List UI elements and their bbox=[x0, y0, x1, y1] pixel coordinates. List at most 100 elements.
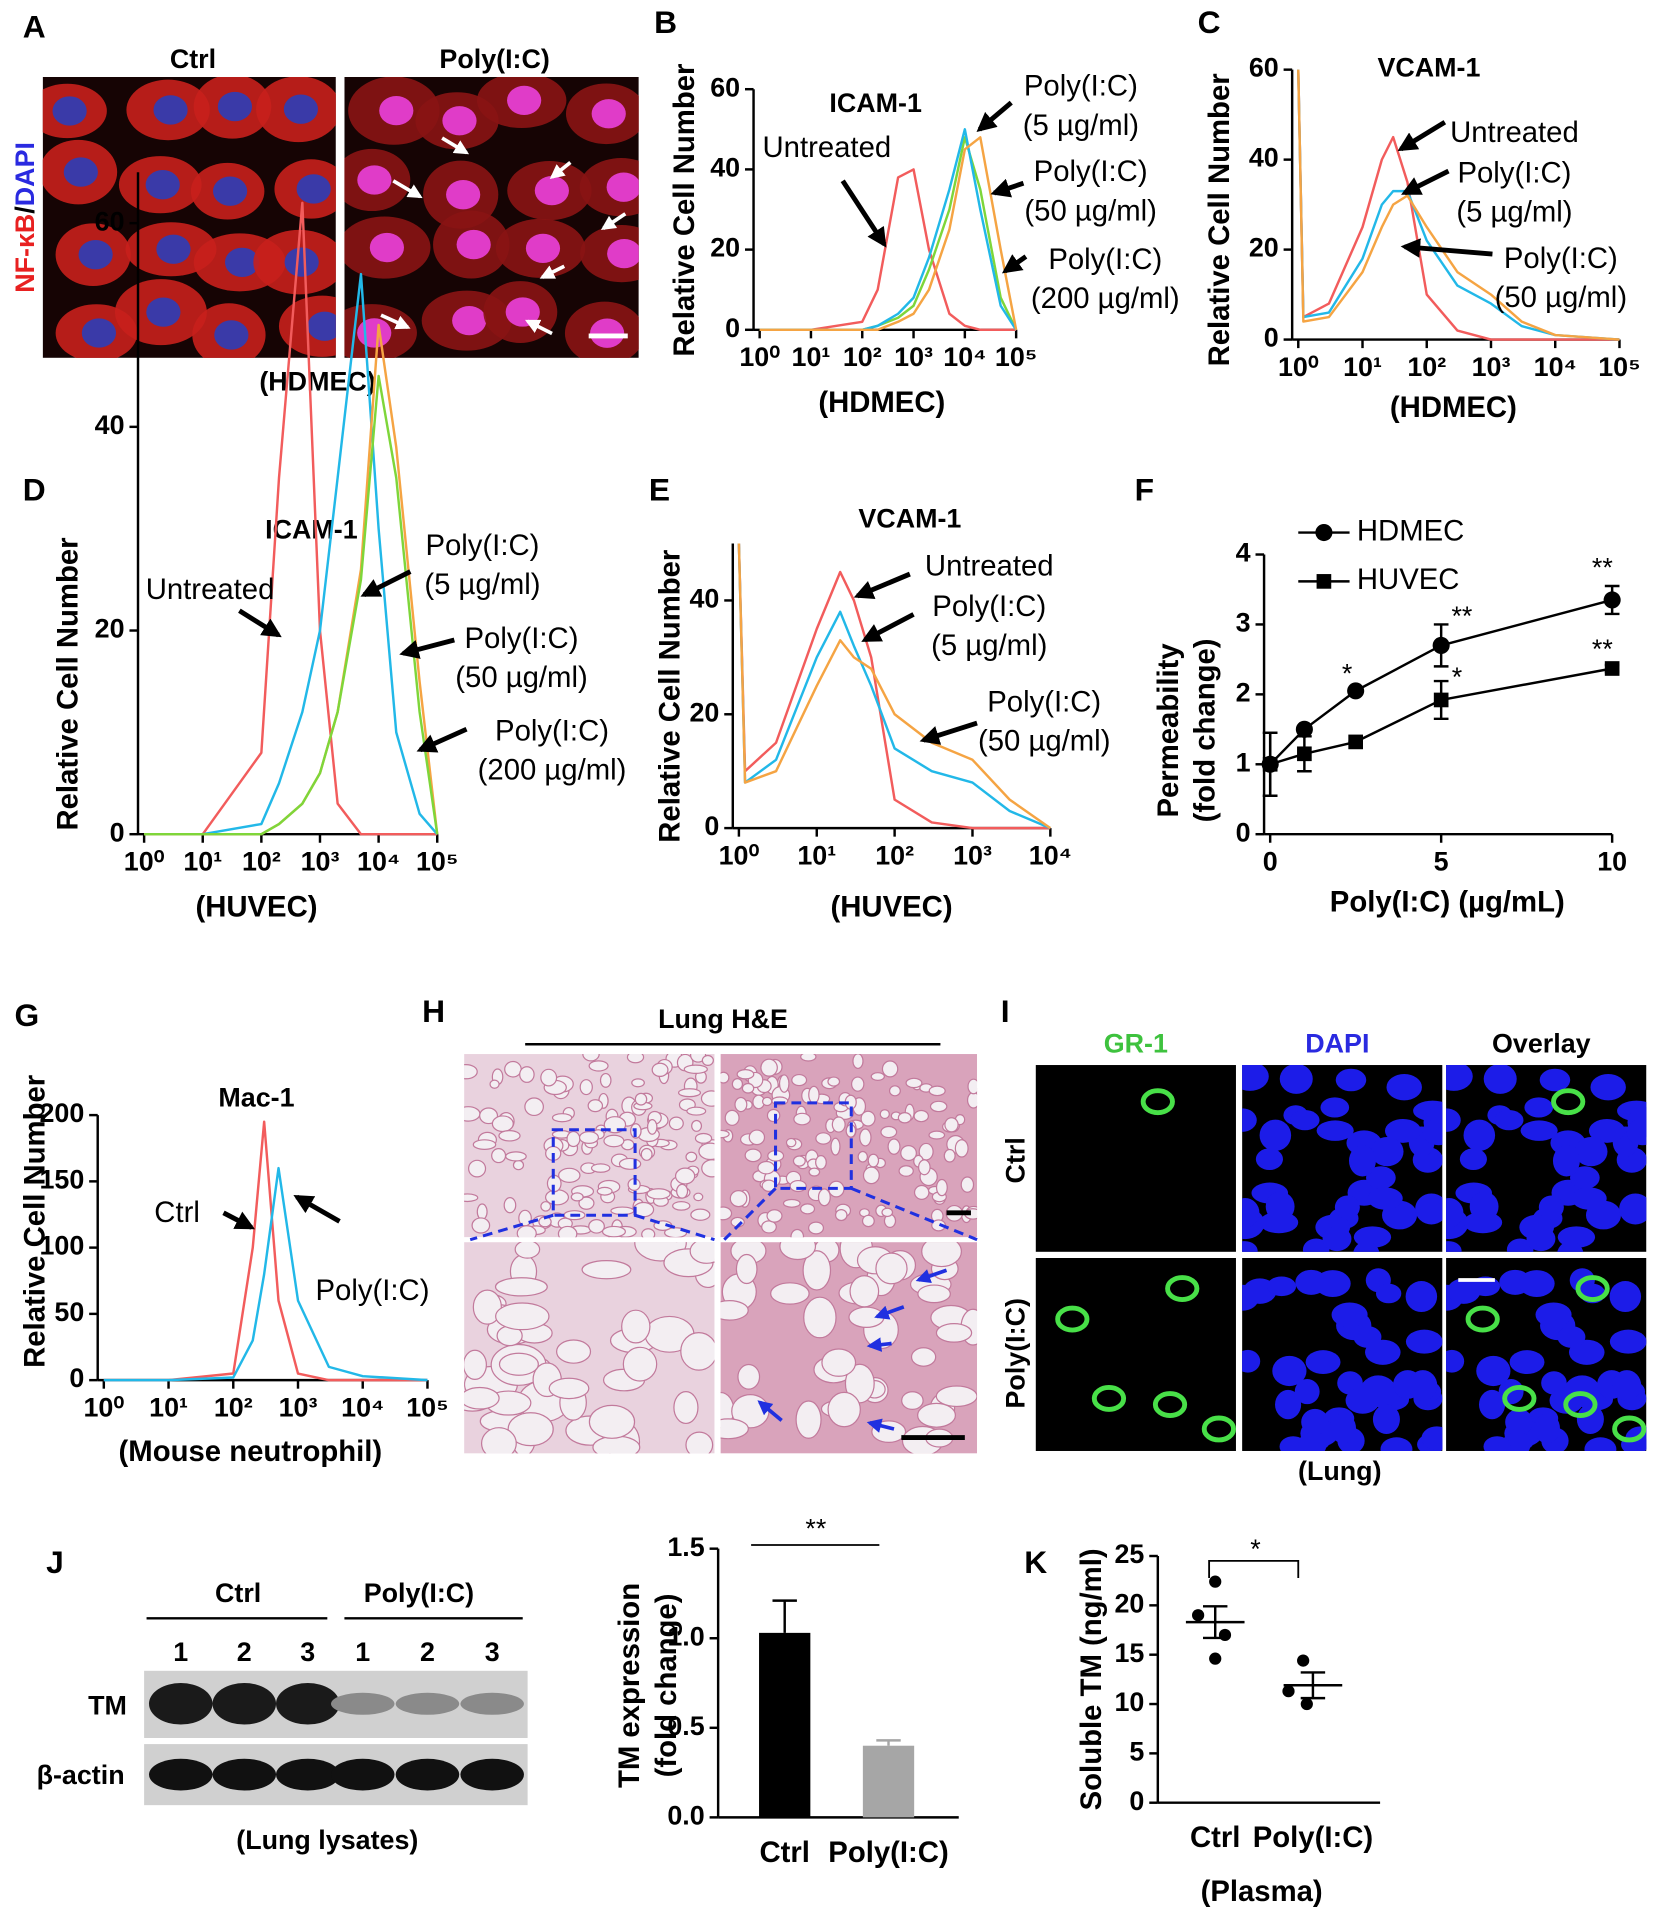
arrow bbox=[874, 1305, 905, 1320]
arrow bbox=[866, 1337, 892, 1352]
y-tick-label: 2 bbox=[1236, 677, 1251, 707]
y-tick-label: 0 bbox=[69, 1363, 84, 1393]
y-tick-label: 60 bbox=[95, 206, 125, 236]
y-tick-label: 60 bbox=[710, 72, 740, 102]
x-tick-label: 10¹ bbox=[792, 342, 831, 372]
alveolus bbox=[468, 1159, 487, 1178]
alveolus bbox=[935, 1323, 973, 1343]
significance: ** bbox=[805, 1513, 826, 1543]
nucleus bbox=[145, 170, 180, 200]
nucleus bbox=[1255, 1148, 1284, 1171]
alveolus bbox=[514, 1242, 541, 1259]
nucleus bbox=[1242, 1198, 1260, 1228]
x-tick-label: 10⁴ bbox=[341, 1393, 384, 1423]
label: 2 bbox=[237, 1637, 252, 1667]
gr1-cell bbox=[1165, 1275, 1200, 1302]
micrograph bbox=[344, 76, 639, 358]
annotation: Poly(I:C) bbox=[1457, 156, 1571, 189]
x-tick-label: 10⁵ bbox=[1598, 352, 1641, 382]
point bbox=[1192, 1609, 1205, 1622]
nucleus bbox=[591, 99, 626, 129]
alveolus bbox=[551, 1113, 573, 1123]
nucleus bbox=[1408, 1370, 1438, 1401]
panel-letter: E bbox=[649, 472, 670, 508]
x-tick-label: 10⁴ bbox=[943, 342, 986, 372]
alveolus bbox=[793, 1112, 811, 1126]
y-tick-label: 4 bbox=[1236, 538, 1251, 568]
alveolus bbox=[472, 1139, 497, 1150]
alveolus bbox=[720, 1418, 749, 1440]
nucleus bbox=[442, 106, 477, 136]
chart-title: VCAM-1 bbox=[858, 503, 961, 533]
alveolus bbox=[918, 1159, 931, 1176]
band bbox=[460, 1758, 524, 1791]
band bbox=[395, 1692, 460, 1715]
arrow bbox=[222, 1210, 256, 1230]
arrow bbox=[441, 136, 470, 155]
band bbox=[212, 1758, 277, 1791]
marker bbox=[1295, 720, 1313, 738]
marker bbox=[1262, 756, 1278, 772]
alveolus bbox=[766, 1108, 781, 1123]
y-axis-label: TM expression bbox=[613, 1583, 646, 1788]
arrow bbox=[360, 569, 412, 598]
nucleus bbox=[1370, 1136, 1404, 1167]
arrow bbox=[549, 161, 572, 179]
nucleus bbox=[1322, 1226, 1352, 1252]
y-tick-label: 3 bbox=[1236, 608, 1251, 638]
alveolus bbox=[897, 1111, 912, 1124]
x-tick-label: 10² bbox=[1407, 352, 1446, 382]
micrograph bbox=[1035, 1258, 1236, 1451]
label: (Lung) bbox=[1298, 1456, 1382, 1486]
nucleus bbox=[1463, 1211, 1503, 1234]
alveolus bbox=[689, 1242, 715, 1264]
nucleus bbox=[369, 232, 405, 263]
label: A bbox=[23, 9, 46, 45]
y-tick-label: 15 bbox=[1114, 1638, 1144, 1668]
nucleus bbox=[283, 94, 319, 124]
bar bbox=[862, 1745, 915, 1818]
alveolus bbox=[610, 1206, 635, 1216]
alveolus bbox=[778, 1074, 790, 1093]
alveolus bbox=[954, 1139, 969, 1158]
y-tick-label: 20 bbox=[710, 233, 740, 263]
nucleus bbox=[212, 176, 248, 206]
y-tick-label: 40 bbox=[710, 152, 740, 182]
arrow bbox=[293, 1194, 341, 1224]
bar bbox=[759, 1632, 811, 1818]
label: Ctrl bbox=[1000, 1137, 1030, 1183]
x-tick-label: 10³ bbox=[953, 841, 992, 871]
nucleus bbox=[534, 175, 569, 206]
x-axis-label: (Mouse neutrophil) bbox=[119, 1435, 383, 1468]
nucleus bbox=[1405, 1281, 1438, 1313]
alveolus bbox=[498, 1130, 521, 1142]
marker bbox=[1432, 636, 1450, 654]
annotation: Poly(I:C) bbox=[495, 715, 609, 748]
label: 3 bbox=[300, 1637, 315, 1667]
panel-letter: F bbox=[1135, 472, 1154, 508]
nucleus bbox=[1557, 1240, 1584, 1252]
nucleus bbox=[1609, 1281, 1642, 1313]
label: 2 bbox=[420, 1637, 435, 1667]
alveolus bbox=[720, 1300, 749, 1321]
alveolus bbox=[540, 1201, 552, 1212]
alveolus bbox=[592, 1435, 641, 1454]
annotation: Poly(I:C) bbox=[1024, 70, 1138, 103]
alveolus bbox=[735, 1253, 758, 1285]
alveolus bbox=[861, 1214, 875, 1228]
alveolus bbox=[691, 1119, 703, 1132]
alveolus bbox=[795, 1400, 822, 1439]
gr1-cell bbox=[1152, 1391, 1188, 1418]
y-tick-label: 0 bbox=[1264, 323, 1279, 353]
alveolus bbox=[701, 1159, 715, 1178]
band bbox=[460, 1692, 524, 1715]
nucleus bbox=[284, 247, 319, 277]
alveolus bbox=[852, 1054, 864, 1070]
series-line bbox=[103, 1120, 428, 1382]
alveolus bbox=[680, 1331, 715, 1371]
y-tick-label: 1.0 bbox=[667, 1621, 704, 1651]
alveolus bbox=[790, 1228, 805, 1238]
alveolus bbox=[761, 1096, 773, 1107]
x-tick-label: 10 bbox=[1597, 847, 1627, 877]
nucleus bbox=[1446, 1108, 1461, 1132]
